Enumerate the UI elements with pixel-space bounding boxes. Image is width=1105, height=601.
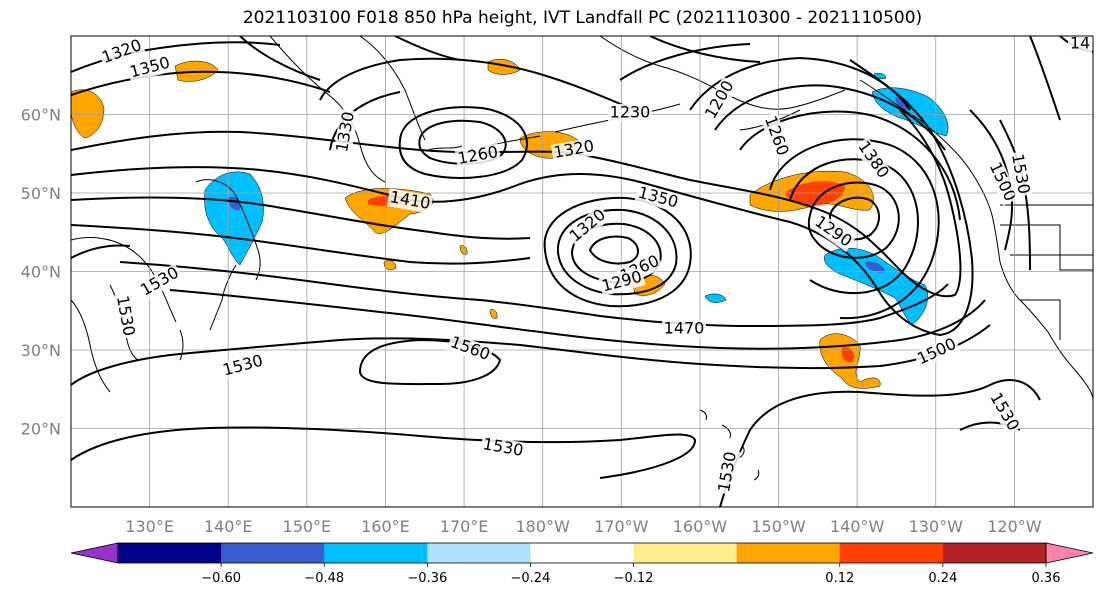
lon-tick-label: 170°W [594, 517, 649, 536]
contour-label-bg [98, 36, 146, 68]
contour-label-bg [984, 158, 1020, 206]
contour-label-bg [446, 333, 494, 365]
colorbar-outline [117, 542, 1047, 564]
ivt-strong-negative-area [865, 261, 885, 273]
colorbar-segment [427, 543, 531, 563]
contour-label-bg [809, 212, 857, 252]
lon-tick-label: 170°E [440, 517, 489, 536]
map-title: 2021103100 F018 850 hPa height, IVT Land… [242, 8, 923, 28]
colorbar-tick-label: −0.24 [511, 571, 551, 586]
lon-tick-label: 180°W [516, 517, 571, 536]
lon-tick-label: 160°E [361, 517, 410, 536]
colorbar-tick-label: −0.60 [201, 571, 241, 586]
lon-tick-label: 150°E [283, 517, 332, 536]
lat-tick-label: 40°N [21, 263, 61, 282]
lon-tick-label: 140°E [204, 517, 253, 536]
contour-label-bg [386, 188, 434, 214]
colorbar-segment [118, 543, 222, 563]
contour-label-bg [913, 334, 961, 370]
contour-label-bg [598, 267, 646, 297]
contour-label-bg [985, 388, 1023, 436]
contour-label-bg [112, 292, 138, 340]
contour-label: 1470 [664, 319, 705, 338]
contour-label-bg [479, 435, 527, 461]
colorbar-extend-high [1045, 542, 1094, 564]
colorbar-tick-label: 0.36 [1032, 571, 1061, 586]
longitude-labels: 130°E 140°E 150°E 160°E 170°E 180°W 170°W 160°W… [125, 517, 1041, 536]
colorbar-tick-label: −0.36 [407, 571, 447, 586]
colorbar-segment [736, 543, 841, 563]
contour-label: 1230 [610, 103, 651, 122]
colorbar-segment [221, 543, 325, 563]
contour-label-bg [136, 263, 184, 301]
colorbar-tick-label: −0.48 [304, 571, 344, 586]
colorbar-extend-low [70, 542, 119, 564]
ivt-strong-negative-area [895, 97, 911, 110]
contour-label-bg [126, 53, 174, 83]
ivt-positive-area [459, 245, 468, 255]
lon-tick-label: 130°E [125, 517, 174, 536]
contour-label-bg [1007, 150, 1033, 198]
lon-tick-label: 120°W [987, 517, 1042, 536]
contour-label-bg [550, 137, 598, 163]
contour-label-bg [219, 351, 267, 381]
lat-tick-label: 30°N [21, 341, 61, 360]
colorbar-tick-label: −0.12 [614, 571, 654, 586]
ivt-positive-area [489, 309, 498, 319]
colorbar-tick-label: 0.24 [928, 571, 957, 586]
contour-label-bg [454, 143, 502, 169]
ivt-negative-area [704, 293, 727, 303]
ivt-strong-positive-area [785, 181, 845, 206]
latitude-labels: 60°N 50°N 40°N 30°N 20°N [21, 106, 61, 439]
contour-label-bg [565, 204, 611, 248]
contour-label-bg [1068, 36, 1092, 53]
lon-tick-label: 130°W [909, 517, 964, 536]
colorbar-segment [530, 543, 635, 563]
ivt-strong-positive-area [841, 347, 854, 363]
contour-label-bg [662, 320, 706, 338]
colorbar: −0.60−0.48−0.36−0.24−0.120.120.240.360.4… [70, 542, 1094, 586]
contour-label: 14 [1070, 34, 1090, 53]
contour-label-bg [760, 112, 792, 160]
contour-label-bg [701, 76, 739, 124]
lon-tick-label: 140°W [830, 517, 885, 536]
ivt-positive-area [71, 89, 105, 139]
lon-tick-label: 160°W [673, 517, 728, 536]
contour-label-bg [333, 108, 359, 156]
contour-label-bg [715, 448, 741, 496]
colorbar-segment [633, 543, 738, 563]
lat-tick-label: 20°N [21, 420, 61, 439]
contour-label-bg [608, 104, 652, 122]
lat-tick-label: 50°N [21, 184, 61, 203]
colorbar-segment [839, 543, 944, 563]
contour-label-bg [634, 183, 682, 213]
contour-label-bg [853, 136, 893, 184]
colorbar-tick-label: 0.12 [825, 571, 854, 586]
ivt-negative-area [871, 87, 949, 137]
colorbar-segment [324, 543, 428, 563]
colorbar-segment [942, 543, 1047, 563]
lat-tick-label: 60°N [21, 106, 61, 125]
lon-tick-label: 150°W [751, 517, 806, 536]
